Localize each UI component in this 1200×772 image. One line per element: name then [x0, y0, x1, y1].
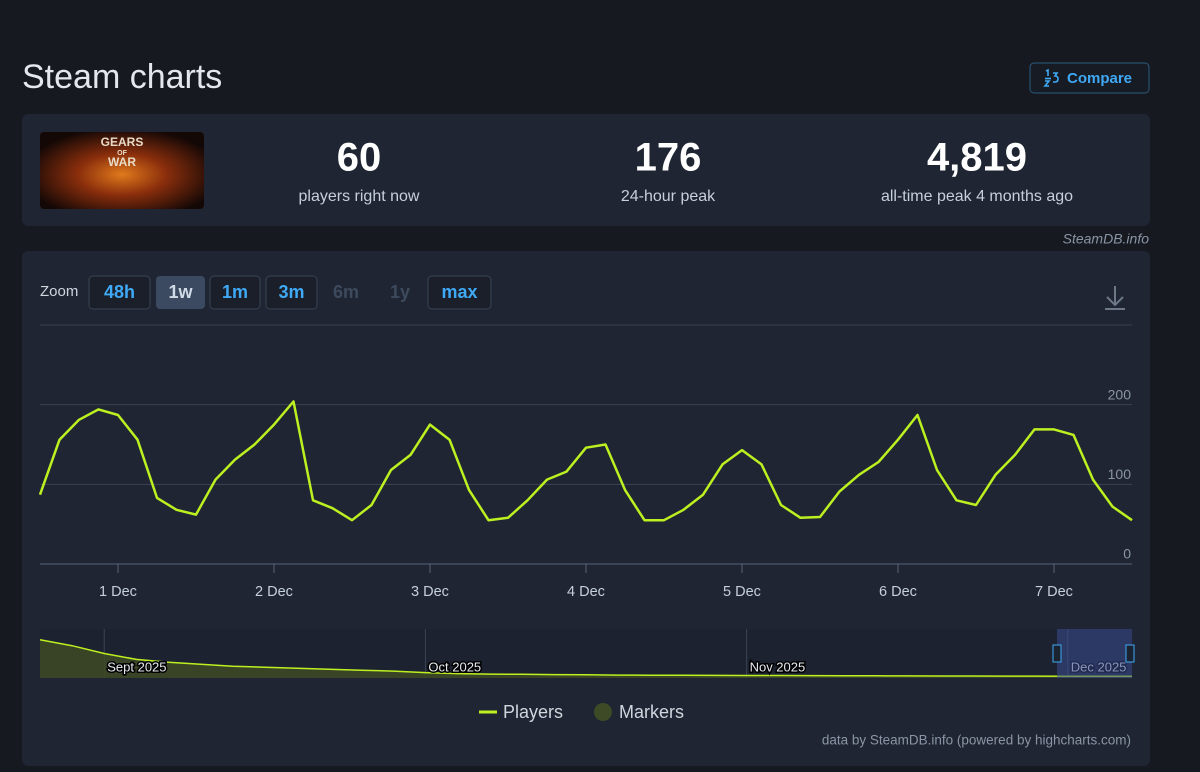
zoom-button[interactable]	[427, 275, 492, 310]
stats-panel	[22, 114, 1150, 226]
zoom-button[interactable]	[209, 275, 261, 310]
legend-symbol[interactable]	[594, 703, 612, 721]
y-tick-label: 200	[1108, 386, 1132, 402]
legend-label[interactable]: Markers	[619, 702, 684, 722]
y-tick-label: 0	[1123, 546, 1131, 562]
x-tick-label: 3 Dec	[411, 584, 449, 600]
zoom-button-label[interactable]: max	[441, 282, 477, 302]
stat-value: 4,819	[927, 136, 1027, 180]
chart-panel	[22, 251, 1150, 766]
page-title: Steam charts	[22, 58, 222, 96]
zoom-button-label[interactable]: 48h	[104, 282, 135, 302]
zoom-button-label: 6m	[333, 282, 359, 302]
x-tick-label: 7 Dec	[1035, 584, 1073, 600]
navigator-label: Sept 2025	[107, 659, 166, 674]
zoom-button[interactable]	[156, 276, 205, 309]
stats: 60 players right now 176 24-hour peak 4,819 a…	[299, 136, 1074, 206]
legend: Players Markers	[479, 702, 684, 722]
legend-label[interactable]: Players	[503, 702, 563, 722]
navigator-handle[interactable]	[1052, 644, 1062, 663]
zoom-button-label[interactable]: 1w	[168, 282, 193, 302]
zoom-button-label[interactable]: 1m	[222, 282, 248, 302]
stat-label: all-time peak 4 months ago	[881, 188, 1073, 205]
x-tick-label: 1 Dec	[99, 584, 137, 600]
logo-line: GEARS	[101, 135, 144, 149]
navigator-line	[39, 639, 1133, 678]
x-tick-label: 6 Dec	[879, 584, 917, 600]
site-credit[interactable]: SteamDB.info	[1063, 231, 1150, 247]
logo-line: WAR	[108, 155, 136, 169]
zoom-buttons: 48h 1w 1m 3m 6m 1y max	[88, 275, 492, 310]
zoom-button[interactable]	[88, 275, 151, 310]
chart-credit: data by SteamDB.info (powered by highcha…	[822, 733, 1131, 748]
zoom-button-label[interactable]: 3m	[278, 282, 304, 302]
compare-icon	[1043, 68, 1059, 87]
stat-value: 60	[337, 136, 382, 180]
compare-label[interactable]: Compare	[1067, 70, 1132, 87]
zoom-button-label: 1y	[390, 282, 410, 302]
game-image	[40, 132, 204, 209]
players-line	[38, 400, 1133, 522]
navigator-handle[interactable]	[1125, 644, 1135, 663]
x-tick-label: 2 Dec	[255, 584, 293, 600]
navigator-label: Oct 2025	[428, 659, 481, 674]
navigator-area	[40, 639, 1132, 678]
x-tick-label: 4 Dec	[567, 584, 605, 600]
zoom-button[interactable]	[265, 275, 318, 310]
y-tick-label: 100	[1108, 466, 1132, 482]
zoom-label: Zoom	[40, 283, 78, 300]
compare-button[interactable]	[1029, 62, 1150, 94]
navigator-label: Nov 2025	[750, 659, 806, 674]
logo-line: OF	[117, 150, 127, 157]
stat-label: players right now	[299, 188, 420, 205]
x-tick-label: 5 Dec	[723, 584, 761, 600]
stat-label: 24-hour peak	[621, 188, 716, 205]
navigator-selection[interactable]	[1057, 629, 1132, 678]
stat-value: 176	[635, 136, 702, 180]
download-icon[interactable]	[1105, 286, 1125, 310]
main-chart: 0 100 200 1 Dec 2 Dec 3 Dec 4 Dec 5 Dec 6 Dec 7 D…	[38, 386, 1133, 600]
